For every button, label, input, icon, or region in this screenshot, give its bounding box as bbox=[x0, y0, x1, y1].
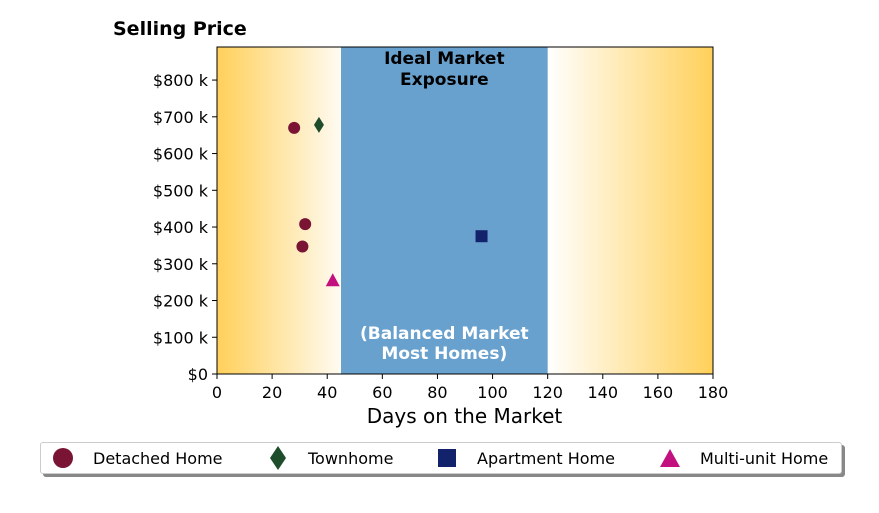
data-point-circle bbox=[296, 240, 309, 253]
x-tick-label: 140 bbox=[588, 383, 619, 402]
data-point-triangle bbox=[325, 273, 340, 287]
y-tick-label: $600 k bbox=[153, 145, 209, 164]
square-marker-icon bbox=[435, 446, 459, 470]
data-point-diamond bbox=[313, 116, 324, 133]
data-points bbox=[288, 116, 488, 287]
x-tick-label: 160 bbox=[643, 383, 674, 402]
x-tick-label: 60 bbox=[372, 383, 392, 402]
band-label-bottom: Most Homes) bbox=[381, 344, 507, 364]
legend-label: Apartment Home bbox=[477, 448, 615, 468]
legend-label: Townhome bbox=[308, 448, 394, 468]
circle-marker-icon bbox=[51, 446, 75, 470]
data-point-circle bbox=[288, 121, 301, 134]
x-tick-label: 120 bbox=[532, 383, 563, 402]
legend-item-detached-home: Detached Home bbox=[51, 443, 223, 473]
triangle-marker-icon bbox=[658, 446, 682, 470]
y-tick-label: $500 k bbox=[153, 181, 209, 200]
x-tick-label: 180 bbox=[698, 383, 729, 402]
y-tick-label: $0 bbox=[188, 365, 208, 384]
plot-background bbox=[217, 47, 713, 374]
plot-frame bbox=[216, 46, 714, 375]
band-label-top: Exposure bbox=[400, 70, 489, 90]
legend-item-multi-unit-home: Multi-unit Home bbox=[658, 443, 828, 473]
y-tick-label: $400 k bbox=[153, 218, 209, 237]
y-tick-label: $100 k bbox=[153, 328, 209, 347]
y-tick-label: $300 k bbox=[153, 255, 209, 274]
x-tick-label: 80 bbox=[427, 383, 447, 402]
legend-item-apartment-home: Apartment Home bbox=[435, 443, 615, 473]
legend-label: Detached Home bbox=[93, 448, 223, 468]
data-point-square bbox=[475, 230, 488, 243]
diamond-marker-icon bbox=[266, 446, 290, 470]
left-gradient-region bbox=[217, 47, 341, 374]
right-gradient-region bbox=[547, 47, 713, 374]
y-tick-label: $800 k bbox=[153, 71, 209, 90]
band-label-top: Ideal Market bbox=[384, 49, 505, 69]
chart-title: Selling Price bbox=[113, 18, 247, 40]
ideal-band-rect bbox=[341, 47, 548, 374]
legend: Detached Home Townhome Apartment Home Mu… bbox=[40, 442, 842, 474]
x-tick-label: 40 bbox=[317, 383, 337, 402]
y-tick-label: $700 k bbox=[153, 108, 209, 127]
x-tick-label: 0 bbox=[212, 383, 222, 402]
legend-label: Multi-unit Home bbox=[700, 448, 829, 468]
legend-item-townhome: Townhome bbox=[266, 443, 393, 473]
axes: 0 20 40 60 80 100 120 140 160 180 $0 $100 k $200 k $3… bbox=[153, 46, 729, 402]
x-axis-label: Days on the Market bbox=[367, 404, 563, 428]
x-tick-label: 100 bbox=[477, 383, 508, 402]
band-label-bottom: (Balanced Market bbox=[360, 324, 529, 344]
y-tick-label: $200 k bbox=[153, 292, 209, 311]
data-point-circle bbox=[299, 218, 312, 231]
x-tick-label: 20 bbox=[262, 383, 282, 402]
